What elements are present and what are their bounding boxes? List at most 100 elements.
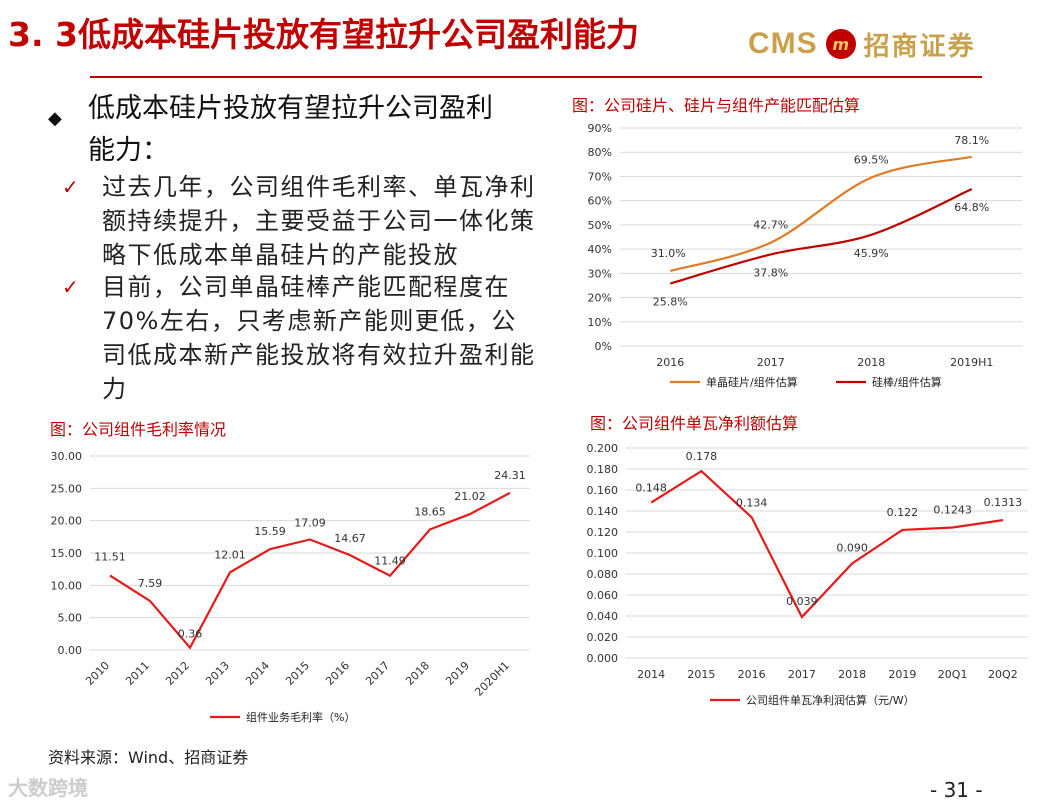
y-tick-label: 0.000	[587, 652, 619, 665]
x-tick-label: 2020H1	[472, 659, 512, 699]
y-tick-label: 0.020	[587, 631, 619, 644]
y-tick-label: 0.060	[587, 589, 619, 602]
data-label: 64.8%	[954, 201, 989, 214]
data-label: 0.122	[887, 506, 919, 519]
y-tick-label: 50%	[588, 219, 612, 232]
x-tick-label: 20Q2	[988, 668, 1018, 681]
chart3-caption: 图：公司组件单瓦净利额估算	[590, 414, 799, 433]
data-label: 11.51	[94, 551, 126, 564]
sub-bullet-2-text: 目前，公司单晶硅棒产能匹配程度在70%左右，只考虑新产能则更低，公司低成本新产能…	[102, 273, 536, 403]
diamond-bullet-icon: ◆	[48, 108, 62, 129]
x-tick-label: 2012	[163, 659, 192, 688]
data-label: 0.039	[786, 595, 818, 608]
x-tick-label: 2010	[83, 659, 112, 688]
x-tick-label: 2016	[656, 356, 684, 369]
y-tick-label: 10.00	[51, 579, 83, 592]
data-label: 11.49	[374, 555, 406, 568]
cms-logo: CMS m 招商证券	[748, 24, 976, 64]
x-tick-label: 2015	[687, 668, 715, 681]
x-tick-label: 2018	[403, 659, 432, 688]
series-line	[650, 469, 1004, 619]
net-profit-per-watt-chart: 0.000 0.020 0.040 0.060 0.080 0.100 0.120 0.140…	[587, 442, 1028, 707]
x-tick-label: 2018	[857, 356, 885, 369]
y-tick-label: 0.200	[587, 442, 619, 455]
legend-label: 单晶硅片/组件估算	[706, 375, 798, 389]
chart1-caption: 图：公司硅片、硅片与组件产能匹配估算	[572, 96, 861, 115]
y-tick-label: 0.080	[587, 568, 619, 581]
y-tick-label: 0.120	[587, 526, 619, 539]
y-tick-label: 0%	[595, 340, 612, 353]
x-tick-label: 2013	[203, 659, 232, 688]
sub-bullet-1: ✓ 过去几年，公司组件毛利率、单瓦净利额持续提升，主要受益于公司一体化策略下低成…	[62, 170, 536, 272]
title-rule	[90, 76, 982, 78]
data-label: 0.36	[178, 628, 203, 641]
data-label: 0.178	[686, 450, 718, 463]
sub-bullet-1-text: 过去几年，公司组件毛利率、单瓦净利额持续提升，主要受益于公司一体化策略下低成本单…	[102, 173, 536, 269]
data-label: 42.7%	[753, 219, 788, 232]
x-tick-label: 2019	[443, 659, 472, 688]
y-tick-label: 0.00	[58, 644, 83, 657]
main-bullet-text: 低成本硅片投放有望拉升公司盈利能力：	[88, 93, 493, 166]
logo-mark-icon: m	[825, 29, 856, 59]
y-tick-label: 0.180	[587, 463, 619, 476]
data-label: 12.01	[214, 548, 246, 561]
data-label: 24.31	[494, 469, 526, 482]
x-tick-label: 2011	[123, 659, 152, 688]
chart2-caption: 图：公司组件毛利率情况	[50, 420, 227, 439]
logo-cn-text: 招商证券	[863, 31, 976, 62]
y-tick-label: 0.040	[587, 610, 619, 623]
data-label: 0.090	[836, 542, 868, 555]
x-tick-label: 2014	[243, 659, 272, 688]
legend-label: 组件业务毛利率（%）	[246, 710, 355, 724]
x-tick-label: 2017	[757, 356, 785, 369]
y-tick-label: 70%	[588, 170, 612, 183]
data-label: 7.59	[138, 577, 163, 590]
data-label: 0.1313	[984, 496, 1023, 509]
page-title: 3. 3低成本硅片投放有望拉升公司盈利能力	[8, 15, 639, 54]
y-tick-label: 90%	[588, 122, 612, 135]
data-label: 21.02	[454, 490, 486, 503]
y-tick-label: 20.00	[51, 515, 83, 528]
data-label: 31.0%	[651, 247, 686, 260]
y-tick-label: 30.00	[51, 450, 83, 463]
data-label: 0.148	[635, 482, 667, 495]
sub-bullet-2: ✓ 目前，公司单晶硅棒产能匹配程度在70%左右，只考虑新产能则更低，公司低成本新…	[62, 270, 536, 406]
y-tick-label: 0.100	[587, 547, 619, 560]
watermark: 大数跨境	[8, 776, 88, 800]
data-label: 25.8%	[653, 296, 688, 309]
series-line	[669, 188, 973, 285]
main-bullet: ◆ 低成本硅片投放有望拉升公司盈利能力：	[48, 88, 518, 172]
y-tick-label: 0.160	[587, 484, 619, 497]
y-tick-label: 5.00	[58, 612, 83, 625]
y-tick-label: 15.00	[51, 547, 83, 560]
x-tick-label: 2015	[283, 659, 312, 688]
legend-label: 硅棒/组件估算	[872, 375, 942, 389]
y-tick-label: 40%	[588, 243, 612, 256]
data-label: 17.09	[294, 516, 326, 529]
y-tick-label: 20%	[588, 292, 612, 305]
y-tick-label: 60%	[588, 195, 612, 208]
x-tick-label: 2014	[637, 668, 665, 681]
x-tick-label: 2016	[738, 668, 766, 681]
x-tick-label: 20Q1	[938, 668, 968, 681]
check-icon: ✓	[62, 275, 81, 299]
source-note: 资料来源：Wind、招商证券	[48, 748, 249, 767]
legend-label: 公司组件单瓦净利润估算（元/W）	[746, 693, 915, 707]
data-label: 14.67	[334, 532, 366, 545]
x-tick-label: 2017	[363, 659, 392, 688]
series-line	[669, 155, 972, 272]
x-tick-label: 2019H1	[950, 356, 993, 369]
page-number: - 31 -	[930, 778, 983, 802]
data-label: 78.1%	[954, 134, 989, 147]
x-tick-label: 2018	[838, 668, 866, 681]
y-tick-label: 25.00	[51, 482, 83, 495]
data-label: 69.5%	[854, 154, 889, 167]
y-tick-label: 80%	[588, 146, 612, 159]
check-icon: ✓	[62, 175, 81, 199]
y-tick-label: 10%	[588, 316, 612, 329]
y-tick-label: 0.140	[587, 505, 619, 518]
capacity-match-chart: 0% 10% 20% 30% 40% 50% 60% 70% 80% 90% 2016 2017 201…	[588, 122, 1022, 389]
x-tick-label: 2019	[888, 668, 916, 681]
data-label: 15.59	[254, 525, 286, 538]
data-label: 18.65	[414, 505, 446, 518]
